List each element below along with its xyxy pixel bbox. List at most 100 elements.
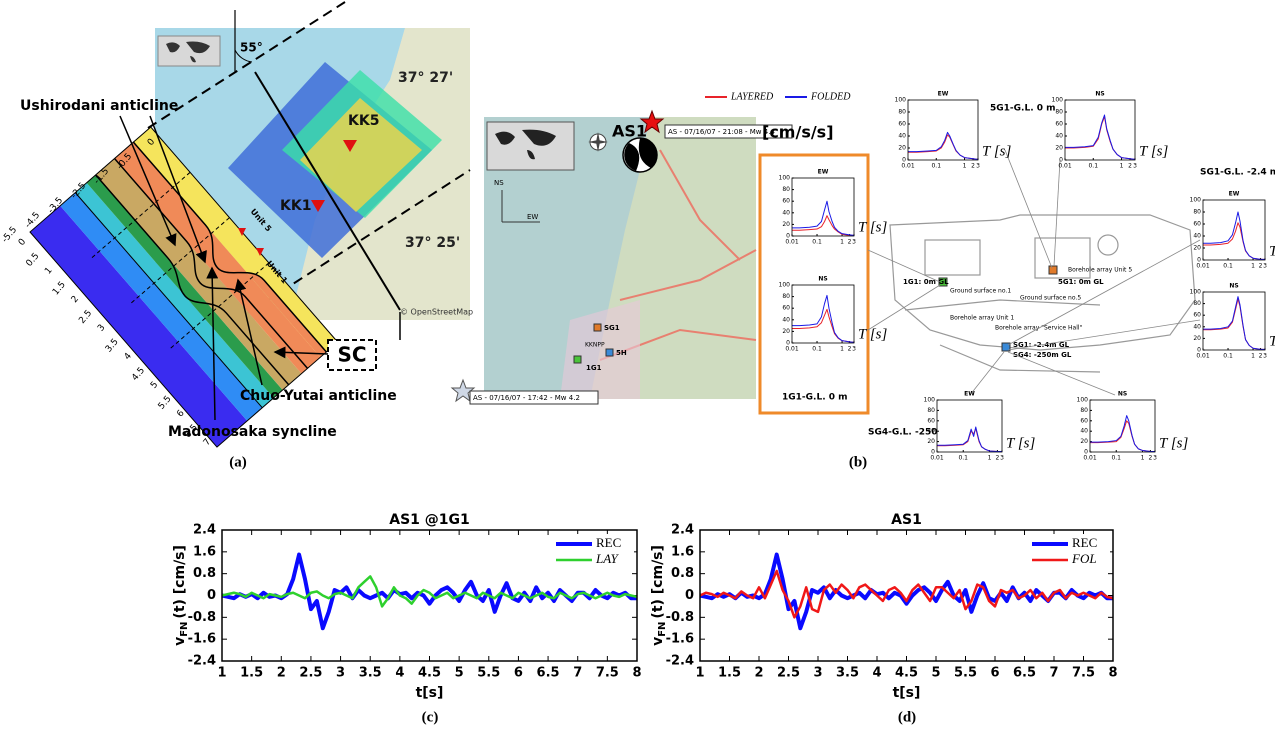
x-tick-label: 1 (1251, 353, 1255, 360)
lat-south: 37° 25' (405, 235, 460, 251)
y-tick-label: 20 (1193, 335, 1201, 342)
chart-title: EW (938, 91, 949, 98)
legend-label: LAY (595, 551, 619, 566)
x-axis-label: T [s] (1139, 143, 1168, 159)
arrow (119, 115, 177, 247)
highlight-box (758, 153, 870, 415)
epicenter-star (639, 109, 665, 134)
x-tick-label: 6 (990, 666, 999, 681)
station-label: 5G1: 0m GL (1058, 278, 1104, 286)
site-label: KKNPP (585, 342, 605, 349)
x-tick-label: 0.01 (1083, 455, 1097, 462)
x-tick-label: 0.1 (1223, 353, 1233, 360)
plot-frame (907, 99, 979, 161)
legend-label: LAYERED (730, 91, 774, 102)
group-label: 1G1-G.L. 0 m (782, 393, 848, 403)
series-line (937, 426, 1002, 452)
y-tick-label: 80 (1055, 109, 1063, 116)
x-tick-label: 2 (1259, 263, 1263, 270)
series-line (908, 131, 979, 160)
building (1034, 237, 1091, 279)
legend: LAYERED FOLDED (705, 91, 851, 102)
x-tick-label: 7 (1049, 666, 1058, 681)
y-tick-label: 80 (1193, 300, 1201, 307)
y-tick-label: 40 (898, 133, 906, 140)
y-tick-label: 0 (1084, 449, 1088, 456)
x-tick-label: 1 (988, 455, 992, 462)
panel-a: KK5 KK1 37° 27' 37° 25' © OpenStreetMap … (0, 1, 473, 470)
chart-title: AS1 @1G1 (389, 512, 470, 528)
x-tick-label: 8 (632, 666, 641, 681)
series-line (792, 294, 855, 343)
y-tick-label: 0 (207, 588, 216, 603)
plot-frame (1202, 291, 1266, 351)
x-tick-label: 2.5 (777, 666, 800, 681)
event-label: AS1 (612, 122, 647, 141)
map-credit: © OpenStreetMap (400, 308, 473, 317)
x-tick-label: 7.5 (1072, 666, 1095, 681)
station-label: SG4: -250m GL (1013, 351, 1072, 359)
plot-frame (791, 177, 855, 237)
panel-label: (a) (229, 454, 247, 470)
x-tick-label: 0.01 (785, 239, 799, 246)
y-tick-label: 100 (779, 282, 791, 289)
y-axis-label-part: (t) [cm/s] (650, 545, 666, 619)
event-box (664, 124, 793, 139)
plot-frame (221, 529, 638, 662)
depth-tick-label: 1.5 (51, 280, 68, 297)
x-tick-label: 3.5 (836, 666, 859, 681)
section-line (91, 171, 191, 258)
station-marker (938, 277, 948, 287)
y-tick-label: 60 (782, 198, 790, 205)
building (924, 239, 981, 276)
x-axis-label: t[s] (893, 685, 921, 701)
y-axis-label: vFN (t) [cm/s] (650, 545, 668, 646)
road (904, 299, 1101, 373)
x-tick-label: 2.5 (299, 666, 322, 681)
ew-label: EW (527, 213, 538, 221)
x-tick-label: 6.5 (537, 666, 560, 681)
x-axis-label: T [s] (1269, 333, 1275, 349)
y-tick-label: 0 (786, 340, 790, 347)
kk1-marker (311, 200, 325, 212)
chart: 2.4 1.6 0.8 0 -0.8 -1.6 -2.41 1.5 2 2.5 3 3.5 4 4.5 5 5… (172, 512, 642, 701)
y-tick-label: 20 (898, 145, 906, 152)
y-tick-label: 100 (1077, 397, 1089, 404)
x-tick-label: 2 (848, 239, 852, 246)
site-marker (593, 323, 602, 332)
plant-label: Ground surface no.1 (950, 288, 1011, 295)
x-tick-label: 1.5 (718, 666, 741, 681)
depth-tick-label: 1 (43, 266, 54, 277)
x-tick-label: 0.1 (812, 346, 822, 353)
y-tick-label: 80 (1080, 407, 1088, 414)
y-tick-label: 100 (1190, 197, 1202, 204)
compass (1097, 234, 1119, 256)
plot-area (908, 100, 978, 160)
madonosaka-label: Madonosaka syncline (168, 424, 337, 440)
leader-lines (867, 149, 1201, 396)
depth-tick-label: 3.5 (104, 337, 121, 354)
x-tick-label: 0.1 (1088, 163, 1098, 170)
x-tick-label: 5 (455, 666, 464, 681)
depth-tick-label: 7 (202, 437, 213, 448)
depth-tick-label: 5 (149, 380, 160, 391)
x-tick-label: 6 (514, 666, 523, 681)
station-marker (1001, 342, 1011, 352)
y-axis-label: vFN (t) [cm/s] (172, 545, 190, 646)
plant-label: Borehole array Unit 1 (950, 315, 1014, 322)
y-tick-label: 20 (927, 438, 935, 445)
x-axis-label: T [s] (858, 326, 887, 342)
sc-label: SC (337, 343, 366, 367)
y-tick-label: 20 (1193, 245, 1201, 252)
chart-title: EW (818, 169, 829, 176)
dashed-line (147, 1, 346, 129)
chart-title: EW (1229, 191, 1240, 198)
charts: 2.41.60.80-0.8-1.6-2.41 1.5 2 2.5 3 3.5 4 4.5 5 5… (172, 91, 1275, 702)
x-tick-label: 2 (848, 346, 852, 353)
y-tick-label: 60 (927, 417, 935, 424)
legend-box (1028, 534, 1110, 570)
plot-frame (699, 529, 1114, 662)
y-axis-label-part: (t) [cm/s] (172, 545, 188, 619)
chart-title: NS (1118, 391, 1127, 398)
